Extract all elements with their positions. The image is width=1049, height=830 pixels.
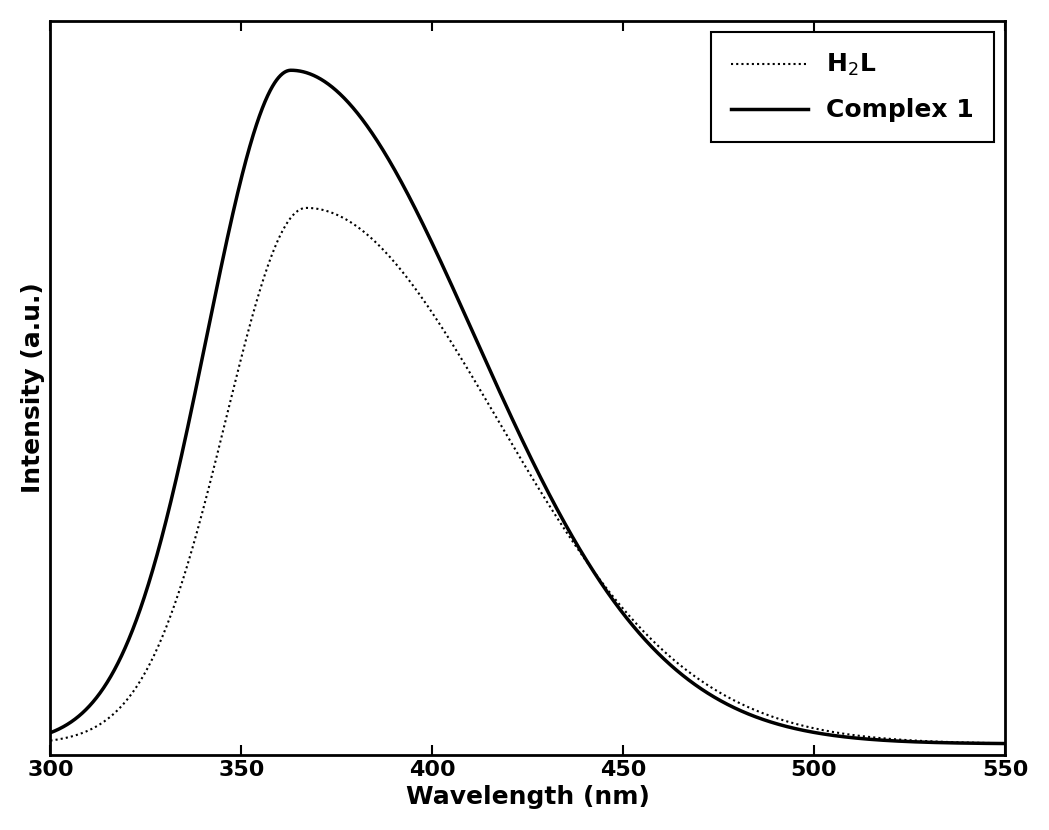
- Complex 1: [894, 736, 906, 746]
- H$_2$L: [300, 203, 313, 212]
- Complex 1: [999, 739, 1011, 749]
- Line: Complex 1: Complex 1: [50, 71, 1024, 744]
- H$_2$L: [418, 296, 430, 306]
- Complex 1: [461, 313, 473, 323]
- H$_2$L: [155, 634, 168, 644]
- Complex 1: [213, 271, 226, 281]
- Complex 1: [44, 728, 57, 738]
- Complex 1: [418, 222, 430, 232]
- H$_2$L: [461, 362, 473, 372]
- Line: H$_2$L: H$_2$L: [50, 208, 1024, 744]
- Legend: H$_2$L, Complex 1: H$_2$L, Complex 1: [710, 32, 993, 142]
- Complex 1: [284, 66, 297, 76]
- H$_2$L: [894, 735, 906, 745]
- H$_2$L: [1018, 739, 1030, 749]
- X-axis label: Wavelength (nm): Wavelength (nm): [406, 785, 649, 809]
- Y-axis label: Intensity (a.u.): Intensity (a.u.): [21, 282, 45, 493]
- H$_2$L: [213, 442, 226, 452]
- Complex 1: [1018, 739, 1030, 749]
- H$_2$L: [999, 738, 1011, 748]
- Complex 1: [155, 534, 168, 544]
- H$_2$L: [44, 735, 57, 745]
